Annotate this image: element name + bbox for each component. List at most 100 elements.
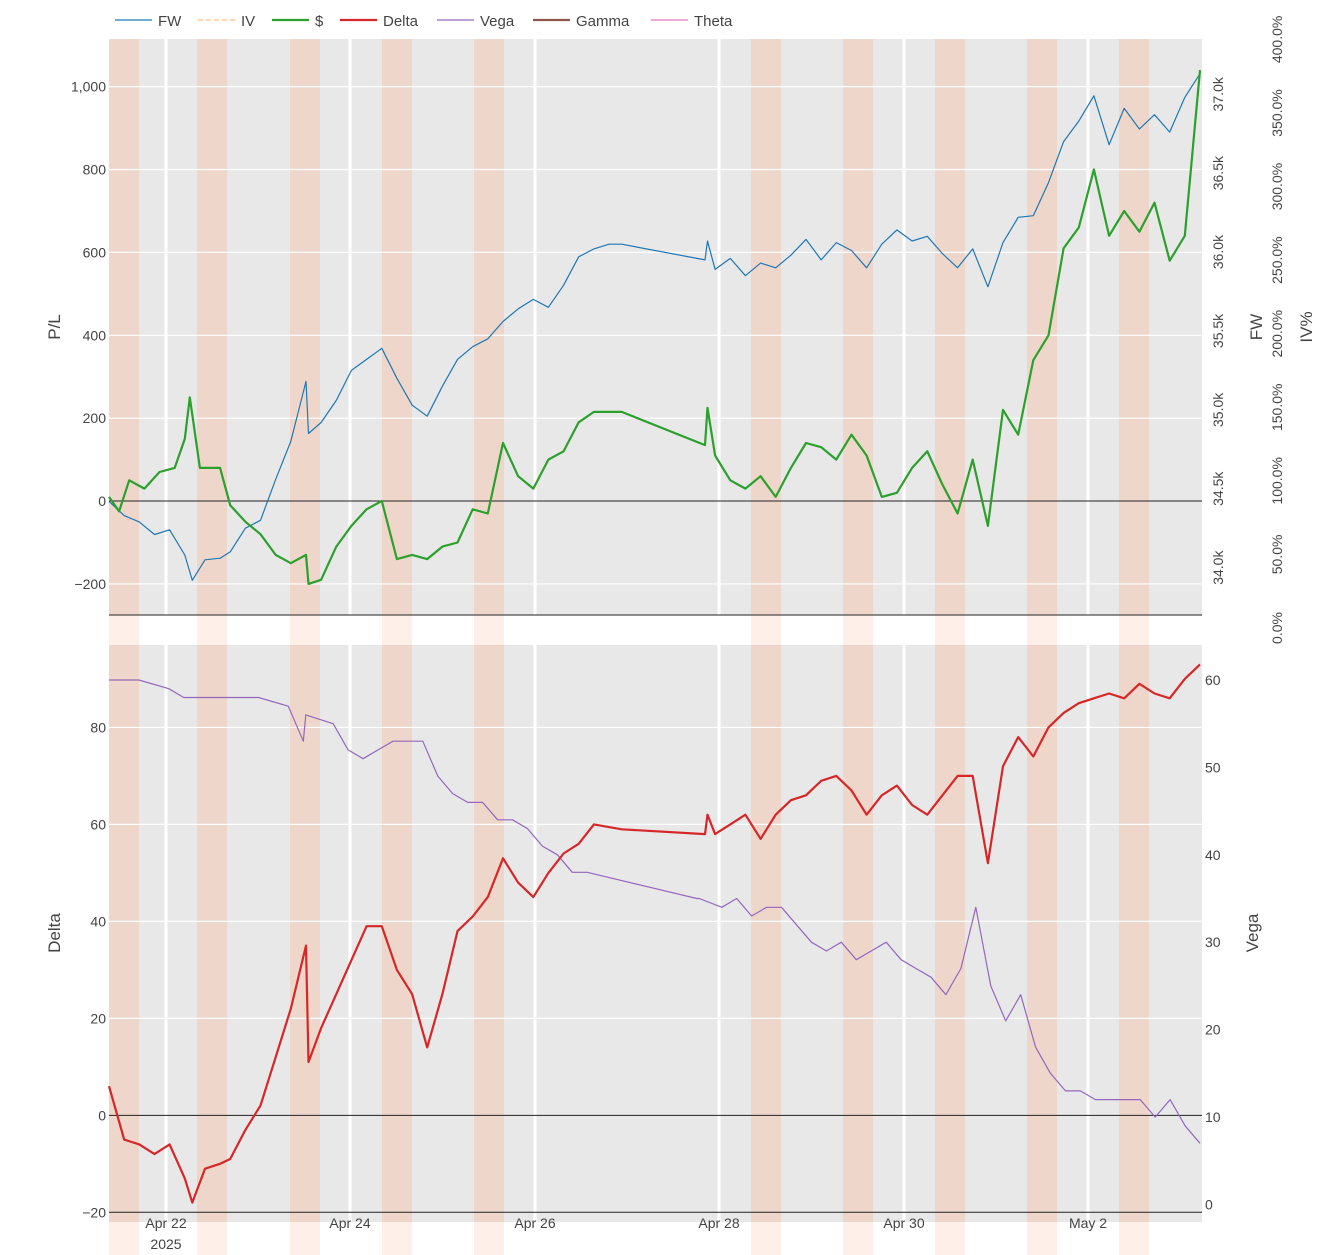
bottom-axes: −20 0 20 40 60 80 0 10 20 30 40 50 60 Delta Vega	[45, 672, 1262, 1220]
top-series-lines	[108, 69, 1202, 585]
bottom-y-tick-label: −20	[82, 1204, 106, 1220]
series-line-fw	[108, 73, 1201, 581]
top-y-tick-label: 600	[83, 244, 107, 260]
shaded-band-gap	[290, 1222, 320, 1255]
iv-tick-label: 350.0%	[1269, 89, 1285, 136]
bottom-y-tick-label: 20	[90, 1010, 106, 1026]
legend-label: Delta	[383, 13, 419, 30]
shaded-band-gap	[843, 1222, 873, 1255]
top-shaded-bands	[109, 39, 1149, 645]
shaded-band-gap	[843, 615, 873, 645]
x-tick-label: Apr 22	[145, 1215, 186, 1231]
iv-tick-label: 100.0%	[1269, 457, 1285, 504]
shaded-band	[474, 39, 504, 615]
bottom-y-axis-title: Delta	[45, 913, 64, 953]
vega-tick-label: 20	[1205, 1022, 1221, 1038]
shaded-band	[197, 39, 227, 615]
shaded-band-gap	[290, 615, 320, 645]
shaded-band	[1027, 39, 1057, 615]
legend-label: Theta	[694, 13, 733, 30]
x-tick-label: Apr 24	[329, 1215, 370, 1231]
shaded-band-gap	[1027, 1222, 1057, 1255]
iv-tick-label: 400.0%	[1269, 16, 1285, 63]
bottom-y-tick-label: 40	[90, 913, 106, 929]
series-line-dollar	[108, 69, 1202, 585]
top-panel-pl-chart: −200 0 200 400 600 800 1,000 34.0k 34.5k 35.0k 35.…	[45, 16, 1316, 645]
shaded-band-gap	[197, 615, 227, 645]
x-tick-label: Apr 30	[883, 1215, 924, 1231]
bottom-series-lines	[107, 663, 1201, 1204]
fw-tick-label: 36.5k	[1210, 155, 1226, 190]
shaded-band-gap	[382, 1222, 412, 1255]
shaded-band-gap	[382, 615, 412, 645]
bottom-y-tick-label: 80	[90, 719, 106, 735]
fw-tick-label: 35.0k	[1210, 392, 1226, 427]
series-line-delta	[107, 663, 1201, 1204]
iv-axis-title: IV%	[1297, 311, 1316, 342]
shaded-band-gap	[109, 615, 139, 645]
fw-tick-label: 34.5k	[1210, 471, 1226, 506]
shaded-band-gap	[1027, 615, 1057, 645]
legend-item-iv[interactable]: IV	[198, 13, 255, 30]
vega-tick-label: 50	[1205, 759, 1221, 775]
shared-x-axis: Apr 22 Apr 24 Apr 26 Apr 28 Apr 30 May 2 2025	[145, 1215, 1107, 1252]
legend-label: Gamma	[576, 13, 630, 30]
iv-tick-label: 200.0%	[1269, 310, 1285, 357]
fw-tick-label: 34.0k	[1210, 550, 1226, 585]
iv-tick-label: 250.0%	[1269, 236, 1285, 283]
shaded-band	[109, 39, 139, 615]
legend-label: $	[315, 13, 324, 30]
bottom-panel-greeks-chart: −20 0 20 40 60 80 0 10 20 30 40 50 60 Delta Vega	[45, 645, 1262, 1255]
bottom-y-tick-label: 60	[90, 816, 106, 832]
top-y-tick-label: 400	[83, 327, 107, 343]
legend-label: Vega	[480, 13, 515, 30]
shaded-band	[474, 645, 504, 1222]
shaded-band-gap	[474, 615, 504, 645]
top-gridlines	[109, 39, 1202, 616]
vega-tick-label: 30	[1205, 934, 1221, 950]
shaded-band-gap	[935, 1222, 965, 1255]
legend-item-fw[interactable]: FW	[115, 13, 182, 30]
top-y-tick-label: 1,000	[71, 79, 106, 95]
legend-item-delta[interactable]: Delta	[340, 13, 419, 30]
shaded-band-gap	[935, 615, 965, 645]
top-y-tick-label: 800	[83, 162, 107, 178]
top-axes: −200 0 200 400 600 800 1,000 34.0k 34.5k 35.0k 35.…	[45, 16, 1316, 644]
x-tick-label: May 2	[1069, 1215, 1107, 1231]
shaded-band	[935, 645, 965, 1222]
bottom-y-tick-label: 0	[98, 1107, 106, 1123]
vega-tick-label: 0	[1205, 1197, 1213, 1213]
shaded-band	[843, 39, 873, 615]
legend-item-theta[interactable]: Theta	[651, 13, 733, 30]
shaded-band	[197, 645, 227, 1222]
shaded-band	[1119, 645, 1149, 1222]
shaded-band	[290, 39, 320, 615]
iv-tick-label: 300.0%	[1269, 163, 1285, 210]
fw-tick-label: 37.0k	[1210, 76, 1226, 111]
top-y-axis-title: P/L	[45, 314, 64, 340]
fw-axis-title: FW	[1247, 314, 1266, 340]
x-tick-label: Apr 28	[698, 1215, 739, 1231]
shaded-band	[751, 645, 781, 1222]
x-tick-label: Apr 26	[514, 1215, 555, 1231]
fw-tick-label: 36.0k	[1210, 234, 1226, 269]
shaded-band	[843, 645, 873, 1222]
legend-item-dollar[interactable]: $	[272, 13, 324, 30]
shaded-band	[935, 39, 965, 615]
vega-tick-label: 10	[1205, 1109, 1221, 1125]
legend-label: IV	[241, 13, 255, 30]
shaded-band	[382, 39, 412, 615]
legend-label: FW	[158, 13, 182, 30]
bottom-gridlines	[109, 645, 1202, 1222]
legend-item-gamma[interactable]: Gamma	[533, 13, 630, 30]
legend-item-vega[interactable]: Vega	[437, 13, 515, 30]
vega-tick-label: 60	[1205, 672, 1221, 688]
iv-tick-label: 150.0%	[1269, 384, 1285, 431]
top-y-tick-label: 0	[98, 493, 106, 509]
shaded-band-gap	[197, 1222, 227, 1255]
legend[interactable]: FW IV $ Delta Vega Gamma Theta	[115, 13, 733, 30]
shaded-band-gap	[1119, 615, 1149, 645]
iv-tick-label: 50.0%	[1269, 535, 1285, 575]
shaded-band	[1027, 645, 1057, 1222]
